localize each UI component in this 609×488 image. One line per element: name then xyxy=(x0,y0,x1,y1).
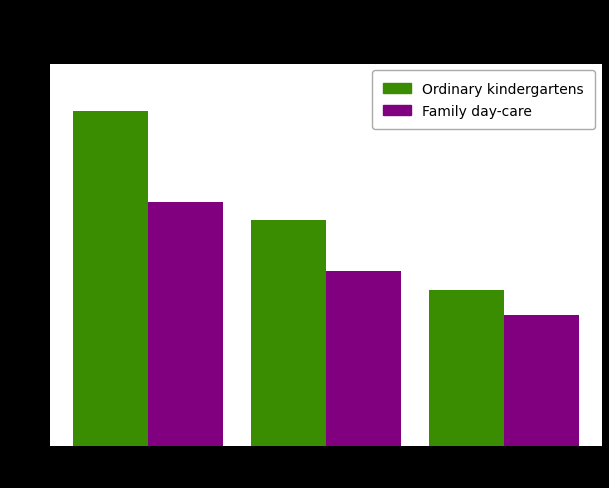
Bar xyxy=(429,290,504,447)
Legend: Ordinary kindergartens, Family day-care: Ordinary kindergartens, Family day-care xyxy=(372,71,595,130)
Bar xyxy=(326,272,401,447)
Bar xyxy=(73,112,148,447)
Bar xyxy=(148,203,222,447)
Bar xyxy=(504,316,579,447)
Bar xyxy=(251,221,326,447)
